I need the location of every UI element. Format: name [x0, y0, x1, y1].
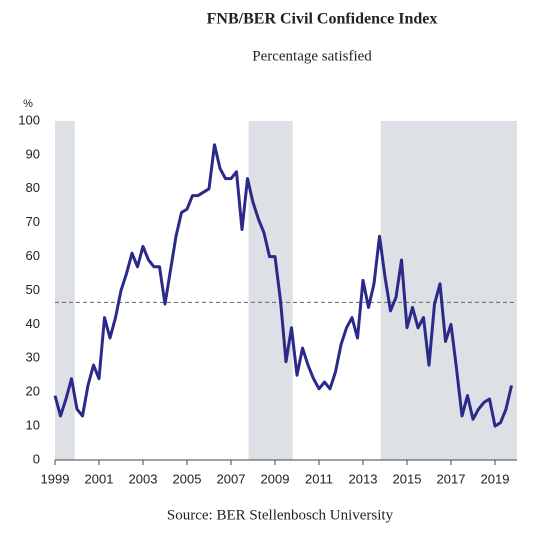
x-tick-label: 2003 [129, 471, 158, 486]
y-tick-label: 30 [26, 350, 40, 365]
x-tick-label: 1999 [41, 471, 70, 486]
x-tick-label: 2017 [437, 471, 466, 486]
y-tick-label: 0 [33, 451, 40, 466]
y-tick-label: 20 [26, 384, 40, 399]
y-tick-label: 90 [26, 146, 40, 161]
x-tick-label: 2005 [173, 471, 202, 486]
x-tick-label: 2011 [305, 471, 333, 486]
y-tick-label: 80 [26, 180, 40, 195]
x-tick-label: 2013 [349, 471, 378, 486]
y-tick-label: 100 [18, 112, 40, 127]
source: Source: BER Stellenbosch University [167, 507, 394, 523]
y-tick-label: 50 [26, 282, 40, 297]
y-tick-label: 70 [26, 214, 40, 229]
data-line [53, 143, 513, 428]
shaded-region [55, 121, 75, 460]
chart-subtitle: Percentage satisfied [252, 48, 372, 64]
y-tick-label: 60 [26, 248, 40, 263]
x-tick-label: 2009 [261, 471, 290, 486]
y-axis-label: % [23, 98, 33, 110]
y-tick-label: 40 [26, 316, 40, 331]
x-tick-label: 2015 [393, 471, 422, 486]
chart-title: FNB/BER Civil Confidence Index [207, 11, 438, 28]
y-tick-label: 10 [26, 418, 40, 433]
x-tick-label: 2019 [481, 471, 510, 486]
x-tick-label: 2007 [217, 471, 246, 486]
shaded-region [248, 121, 293, 460]
shaded-region [380, 121, 517, 460]
x-tick-label: 2001 [85, 471, 114, 486]
